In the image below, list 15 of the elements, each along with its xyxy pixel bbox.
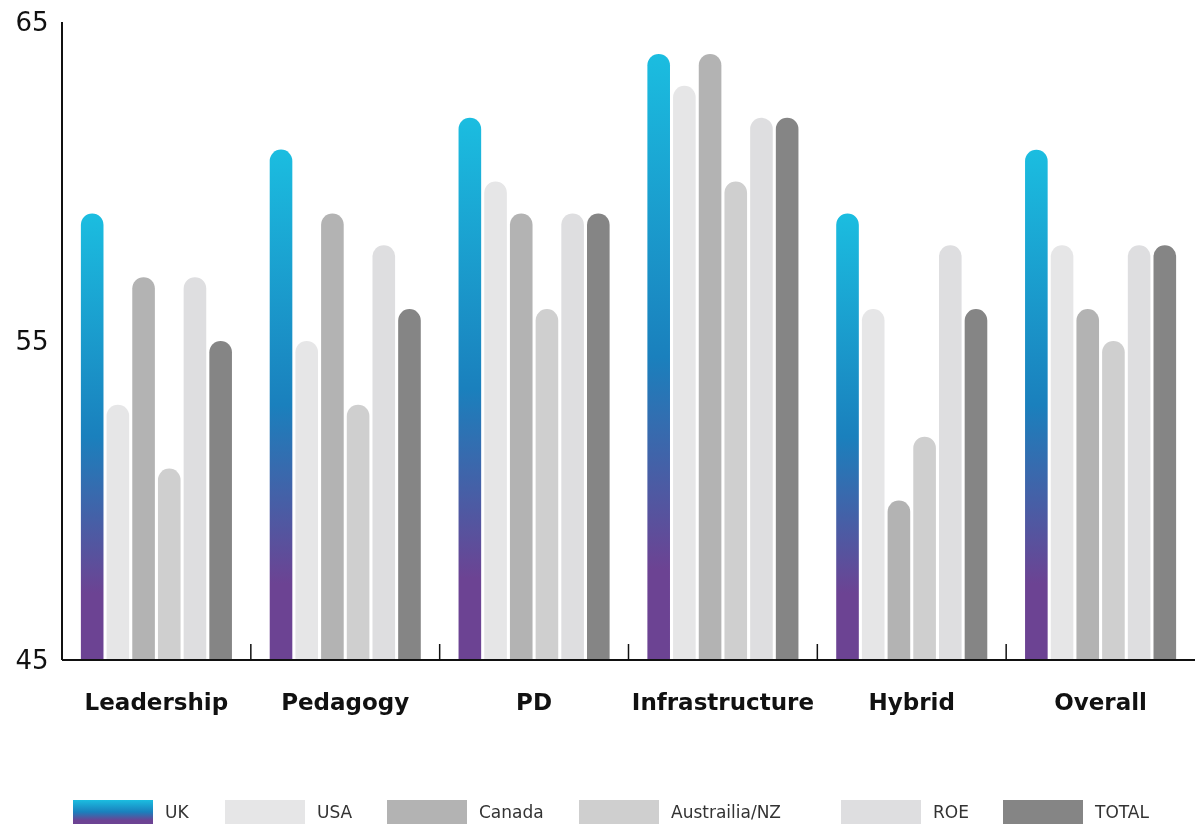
legend-label: USA: [317, 801, 353, 822]
x-tick-label: Pedagogy: [281, 689, 410, 715]
x-tick-label: Leadership: [84, 689, 229, 715]
legend-label: Austrailia/NZ: [671, 801, 782, 822]
x-tick-label: Infrastructure: [631, 689, 814, 715]
y-tick-label: 55: [15, 326, 49, 357]
x-tick-label: Overall: [1054, 689, 1147, 715]
y-tick-label: 45: [15, 645, 49, 676]
x-tick-label: PD: [516, 689, 553, 715]
legend-label: UK: [165, 801, 190, 822]
x-tick-label: Hybrid: [868, 689, 955, 715]
legend-label: Canada: [479, 801, 544, 822]
y-tick-label: 65: [15, 7, 49, 38]
legend-label: ROE: [933, 801, 969, 822]
legend-label: TOTAL: [1094, 801, 1150, 822]
